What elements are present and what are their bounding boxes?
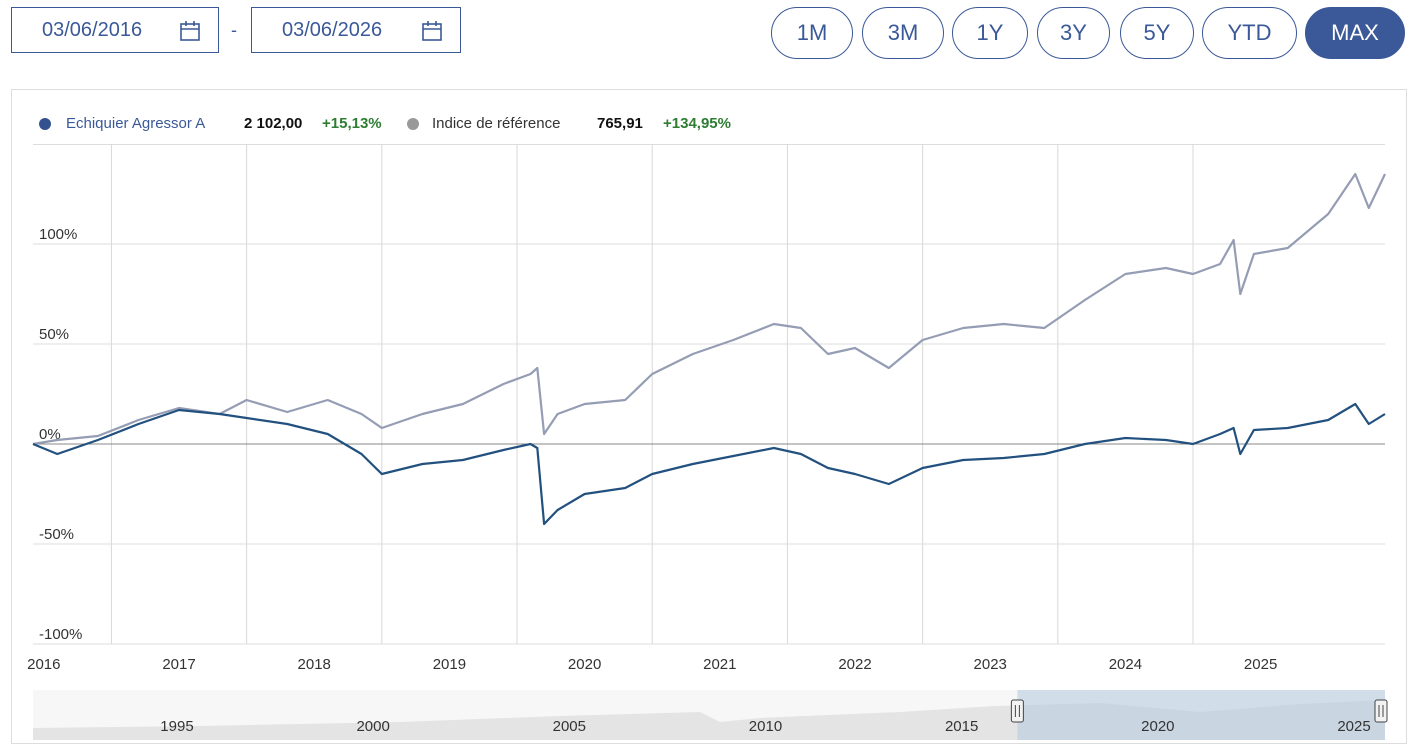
x-tick-label: 2025 bbox=[1244, 656, 1277, 673]
navigator-handle[interactable] bbox=[1010, 699, 1024, 723]
x-tick-label: 2020 bbox=[568, 656, 601, 673]
end-date-input[interactable]: 03/06/2026 bbox=[251, 7, 461, 53]
x-tick-label: 2022 bbox=[838, 656, 871, 673]
range-button[interactable]: 1Y bbox=[952, 7, 1028, 59]
legend-name: Echiquier Agressor A bbox=[66, 115, 205, 132]
x-tick-label: 2023 bbox=[974, 656, 1007, 673]
navigator-tick-label: 2020 bbox=[1141, 718, 1174, 735]
legend-name: Indice de référence bbox=[432, 115, 560, 132]
calendar-icon bbox=[422, 21, 442, 41]
date-separator: - bbox=[231, 20, 237, 40]
x-tick-label: 2024 bbox=[1109, 656, 1142, 673]
navigator-tick-label: 2015 bbox=[945, 718, 978, 735]
range-button[interactable]: 3Y bbox=[1037, 7, 1110, 59]
y-tick-label: 100% bbox=[39, 226, 77, 243]
navigator-selection bbox=[1017, 690, 1385, 740]
navigator-tick-label: 2005 bbox=[553, 718, 586, 735]
navigator-tick-label: 2025 bbox=[1337, 718, 1370, 735]
start-date-input[interactable]: 03/06/2016 bbox=[11, 7, 219, 53]
x-tick-label: 2018 bbox=[298, 656, 331, 673]
y-tick-label: -100% bbox=[39, 626, 82, 643]
y-tick-label: 0% bbox=[39, 426, 61, 443]
x-tick-label: 2016 bbox=[27, 656, 60, 673]
legend-marker bbox=[407, 118, 419, 130]
legend-marker bbox=[39, 118, 51, 130]
series-line bbox=[32, 402, 1386, 526]
range-button[interactable]: 5Y bbox=[1120, 7, 1194, 59]
y-tick-label: 50% bbox=[39, 326, 69, 343]
end-date: 03/06/2026 bbox=[282, 18, 383, 41]
range-button[interactable]: 3M bbox=[862, 7, 944, 59]
x-tick-label: 2019 bbox=[433, 656, 466, 673]
legend-change: +134,95% bbox=[663, 115, 731, 132]
range-button[interactable]: MAX bbox=[1305, 7, 1405, 59]
y-tick-label: -50% bbox=[39, 526, 74, 543]
start-date: 03/06/2016 bbox=[42, 18, 143, 41]
range-button[interactable]: YTD bbox=[1202, 7, 1297, 59]
x-tick-label: 2017 bbox=[162, 656, 195, 673]
chart-frame bbox=[11, 89, 1407, 744]
legend-value: 2 102,00 bbox=[244, 115, 302, 132]
legend-value: 765,91 bbox=[597, 115, 643, 132]
legend-change: +15,13% bbox=[322, 115, 382, 132]
navigator-tick-label: 2010 bbox=[749, 718, 782, 735]
calendar-icon bbox=[180, 21, 200, 41]
navigator-handle[interactable] bbox=[1374, 699, 1388, 723]
range-button[interactable]: 1M bbox=[771, 7, 853, 59]
x-tick-label: 2021 bbox=[703, 656, 736, 673]
series-line bbox=[32, 172, 1386, 446]
navigator-tick-label: 1995 bbox=[160, 718, 193, 735]
navigator-tick-label: 2000 bbox=[356, 718, 389, 735]
